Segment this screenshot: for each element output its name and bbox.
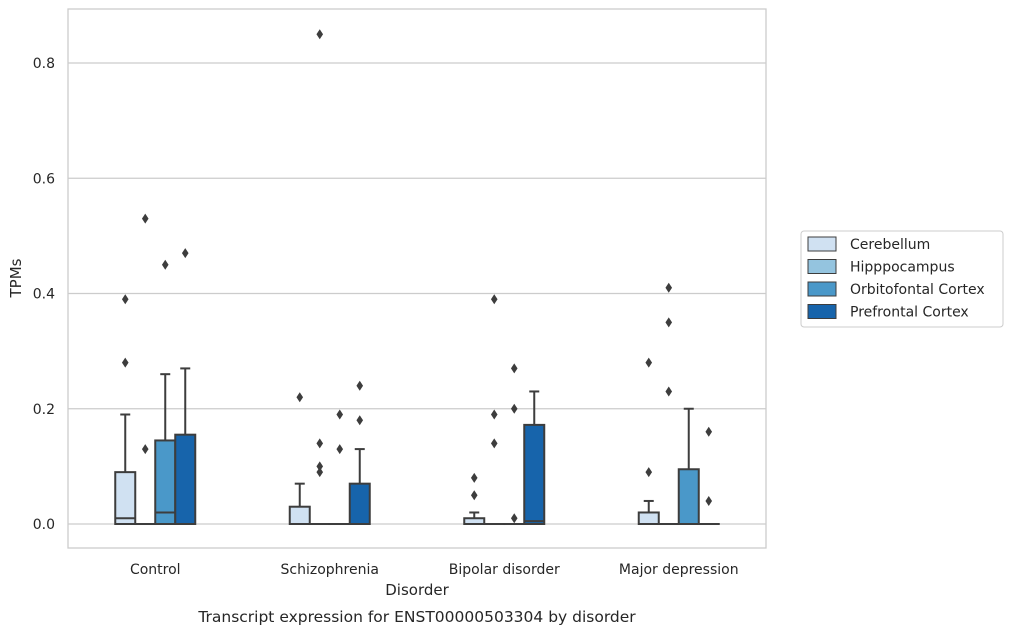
legend: Cerebellum Hipppocampus Orbitofontal Corte… bbox=[800, 230, 1004, 328]
outlier-point bbox=[161, 259, 169, 270]
box-iqr bbox=[637, 511, 660, 525]
outlier-point bbox=[490, 409, 498, 420]
outlier-point bbox=[490, 294, 498, 305]
legend-label: Hipppocampus bbox=[850, 260, 955, 276]
x-axis-title: Disorder bbox=[385, 581, 449, 599]
outlier-point bbox=[356, 415, 364, 426]
box-2-0 bbox=[154, 259, 177, 526]
outlier-point bbox=[121, 357, 129, 368]
y-tick-label: 0.6 bbox=[33, 171, 55, 187]
box-iqr bbox=[114, 471, 137, 526]
outlier-point bbox=[121, 294, 129, 305]
box-0-2 bbox=[463, 472, 486, 525]
legend-swatch bbox=[807, 236, 837, 252]
outlier-point bbox=[470, 472, 478, 483]
outlier-point bbox=[316, 467, 324, 478]
legend-label: Prefrontal Cortex bbox=[850, 305, 969, 321]
outlier-point bbox=[665, 317, 673, 328]
box-1-1 bbox=[308, 29, 331, 526]
box-series-group bbox=[114, 29, 720, 526]
y-tick-label: 0.8 bbox=[33, 56, 55, 72]
box-3-3 bbox=[697, 426, 720, 526]
outlier-point bbox=[510, 513, 518, 524]
outlier-point bbox=[356, 380, 364, 391]
x-tick-label: Major depression bbox=[619, 562, 739, 578]
box-iqr bbox=[523, 423, 546, 526]
outlier-point bbox=[490, 438, 498, 449]
legend-label: Cerebellum bbox=[850, 237, 930, 253]
outlier-point bbox=[510, 403, 518, 414]
outlier-point bbox=[141, 444, 149, 455]
outlier-point bbox=[470, 490, 478, 501]
legend-swatch bbox=[807, 281, 837, 297]
box-3-1 bbox=[348, 380, 371, 526]
outlier-point bbox=[336, 409, 344, 420]
x-axis-tick-labels: Control Schizophrenia Bipolar disorder Majo… bbox=[130, 562, 739, 578]
outlier-point bbox=[645, 357, 653, 368]
box-iqr bbox=[174, 433, 197, 525]
chart-caption: Transcript expression for ENST0000050330… bbox=[197, 608, 636, 626]
y-axis-tick-labels: 0.0 0.2 0.4 0.6 0.8 bbox=[33, 56, 55, 533]
outlier-point bbox=[665, 282, 673, 293]
x-tick-label: Bipolar disorder bbox=[449, 562, 560, 578]
y-tick-label: 0.2 bbox=[33, 402, 55, 418]
box-iqr bbox=[154, 439, 177, 526]
y-tick-label: 0.0 bbox=[33, 517, 55, 533]
x-tick-label: Schizophrenia bbox=[281, 562, 379, 578]
legend-swatch bbox=[807, 304, 837, 319]
outlier-point bbox=[296, 392, 304, 403]
box-1-0 bbox=[134, 213, 157, 526]
outlier-point bbox=[141, 213, 149, 224]
box-0-0 bbox=[114, 294, 137, 526]
outlier-point bbox=[316, 29, 324, 40]
legend-swatch bbox=[807, 259, 837, 274]
legend-frame bbox=[800, 230, 1004, 328]
outlier-point bbox=[705, 495, 713, 506]
outlier-point bbox=[705, 426, 713, 437]
box-1-3 bbox=[657, 282, 680, 526]
box-iqr bbox=[288, 505, 311, 525]
y-axis-title: TPMs bbox=[7, 258, 25, 298]
box-iqr bbox=[677, 468, 700, 526]
box-1-2 bbox=[483, 294, 506, 526]
y-tick-label: 0.4 bbox=[33, 287, 55, 303]
box-3-0 bbox=[174, 248, 197, 525]
legend-label: Orbitofontal Cortex bbox=[850, 282, 985, 298]
outlier-point bbox=[510, 363, 518, 374]
box-2-2 bbox=[503, 363, 526, 526]
x-tick-label: Control bbox=[130, 562, 181, 578]
box-0-1 bbox=[288, 392, 311, 525]
outlier-point bbox=[181, 248, 189, 259]
outlier-point bbox=[336, 444, 344, 455]
outlier-point bbox=[645, 467, 653, 478]
outlier-point bbox=[316, 438, 324, 449]
box-2-3 bbox=[677, 407, 700, 526]
box-3-2 bbox=[523, 390, 546, 526]
box-0-3 bbox=[637, 357, 660, 525]
box-iqr bbox=[348, 482, 371, 526]
plot-area-frame bbox=[67, 8, 767, 549]
box-2-1 bbox=[328, 409, 351, 526]
outlier-point bbox=[665, 386, 673, 397]
outlier-point bbox=[316, 461, 324, 472]
